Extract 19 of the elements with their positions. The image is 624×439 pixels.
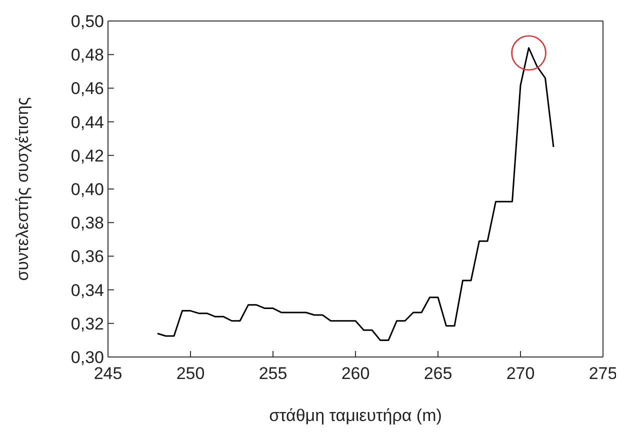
y-tick-label: 0,40 [70, 180, 104, 200]
y-tick-label: 0,48 [70, 46, 104, 65]
x-axis-title: στάθμη ταμιευτήρα (m) [269, 406, 442, 425]
y-tick-label: 0,36 [70, 247, 104, 266]
x-tick-label: 265 [424, 364, 452, 384]
y-tick-label: 0,38 [70, 214, 104, 233]
x-tick-label: 270 [506, 364, 535, 384]
y-tick-label: 0,34 [70, 280, 104, 300]
line-series [156, 47, 554, 341]
x-tick-label: 250 [176, 364, 205, 384]
y-tick-label: 0,50 [70, 12, 104, 32]
y-axis-title: συντελεστής συσχέτισης [13, 97, 32, 281]
x-tick-label: 260 [341, 364, 370, 384]
y-tick-label: 0,42 [70, 146, 104, 166]
y-tick-label: 0,46 [70, 79, 104, 98]
x-tick-label: 255 [258, 364, 288, 384]
y-tick-label: 0,32 [70, 314, 104, 334]
x-tick-label: 275 [588, 364, 618, 384]
y-tick-label: 0,44 [70, 112, 104, 132]
